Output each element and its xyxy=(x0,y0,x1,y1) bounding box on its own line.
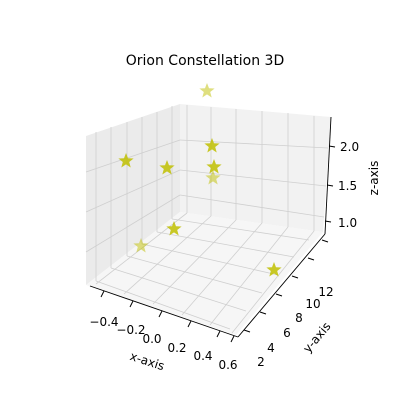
grid-line xyxy=(85,194,181,253)
z-tick-mark xyxy=(324,220,332,223)
x-tick-label: 0.2 xyxy=(167,341,186,355)
star-point xyxy=(205,170,221,185)
x-ticks: −0.4 −0.2 0.0 0.2 0.4 0.6 xyxy=(89,290,238,372)
x-tick-label: 0.6 xyxy=(218,358,237,372)
star-point xyxy=(266,262,282,277)
z-axis-label: z-axis xyxy=(367,161,381,196)
z-tick-mark xyxy=(328,145,336,148)
x-tick-mark xyxy=(158,310,163,318)
y-tick-label: 2 xyxy=(257,355,265,369)
y-tick-label: 6 xyxy=(283,326,291,340)
grid-line xyxy=(126,255,263,294)
grid-line xyxy=(141,243,279,276)
grid-line xyxy=(179,139,329,149)
z-tick-mark xyxy=(326,184,334,187)
y-axis-line xyxy=(237,233,326,338)
y-tick-mark xyxy=(243,329,251,333)
floor-pane xyxy=(86,212,323,335)
star-point xyxy=(159,160,175,175)
y-tick-mark xyxy=(275,293,283,297)
y-tick-mark xyxy=(291,275,299,279)
x-tick-label: 0.0 xyxy=(142,332,161,346)
axes-panes xyxy=(86,104,331,335)
x-tick-label: −0.2 xyxy=(116,323,145,337)
grid-line xyxy=(209,226,289,326)
x-tick-label: 0.4 xyxy=(193,349,212,363)
x-tick-mark xyxy=(187,320,192,328)
y-tick-mark xyxy=(259,311,267,315)
x-tick-mark xyxy=(230,335,235,343)
grid-line xyxy=(95,280,231,330)
grid-line xyxy=(85,169,181,213)
x-tick-mark xyxy=(129,300,134,308)
grid-line xyxy=(123,215,212,295)
grid-line xyxy=(171,218,310,241)
z-tick-label: 2.0 xyxy=(340,140,359,154)
grid-line xyxy=(156,231,295,258)
axis-lines xyxy=(89,116,332,338)
star-point xyxy=(199,83,215,98)
data-points xyxy=(118,83,282,277)
chart-title: Orion Constellation 3D xyxy=(126,53,284,69)
y-tick-label: 4 xyxy=(267,341,275,355)
star-point xyxy=(133,238,149,253)
y-ticks: 2 4 6 8 10 12 xyxy=(243,239,334,369)
grid-line xyxy=(179,169,327,187)
grid-line xyxy=(152,219,237,305)
star-point xyxy=(206,159,222,174)
grid-line xyxy=(110,267,247,312)
z-axis-line xyxy=(324,116,332,235)
grid-line xyxy=(181,222,263,316)
y-tick-mark xyxy=(307,257,315,261)
z-tick-label: 1.0 xyxy=(338,216,357,230)
star-point xyxy=(118,153,134,168)
star-point xyxy=(204,138,220,153)
grid-line xyxy=(231,230,315,334)
x-tick-label: −0.4 xyxy=(89,315,118,329)
x-axis-line xyxy=(89,285,239,338)
y-tick-label: 8 xyxy=(295,311,303,325)
back-pane xyxy=(180,104,331,232)
z-tick-label: 1.5 xyxy=(338,179,357,193)
x-tick-mark xyxy=(100,290,105,298)
y-tick-label: 12 xyxy=(318,285,333,299)
grid-lines xyxy=(85,105,329,334)
star-point xyxy=(166,221,182,236)
x-tick-mark xyxy=(216,330,221,338)
y-tick-label: 10 xyxy=(305,297,320,311)
grid-line xyxy=(179,194,325,218)
y-tick-mark xyxy=(321,239,329,243)
grid-line xyxy=(85,139,181,173)
left-pane xyxy=(86,104,180,285)
x-axis-label: x-axis xyxy=(128,349,166,373)
y-axis-label: y-axis xyxy=(300,319,333,355)
z-ticks: 1.0 1.5 2.0 xyxy=(324,140,359,230)
